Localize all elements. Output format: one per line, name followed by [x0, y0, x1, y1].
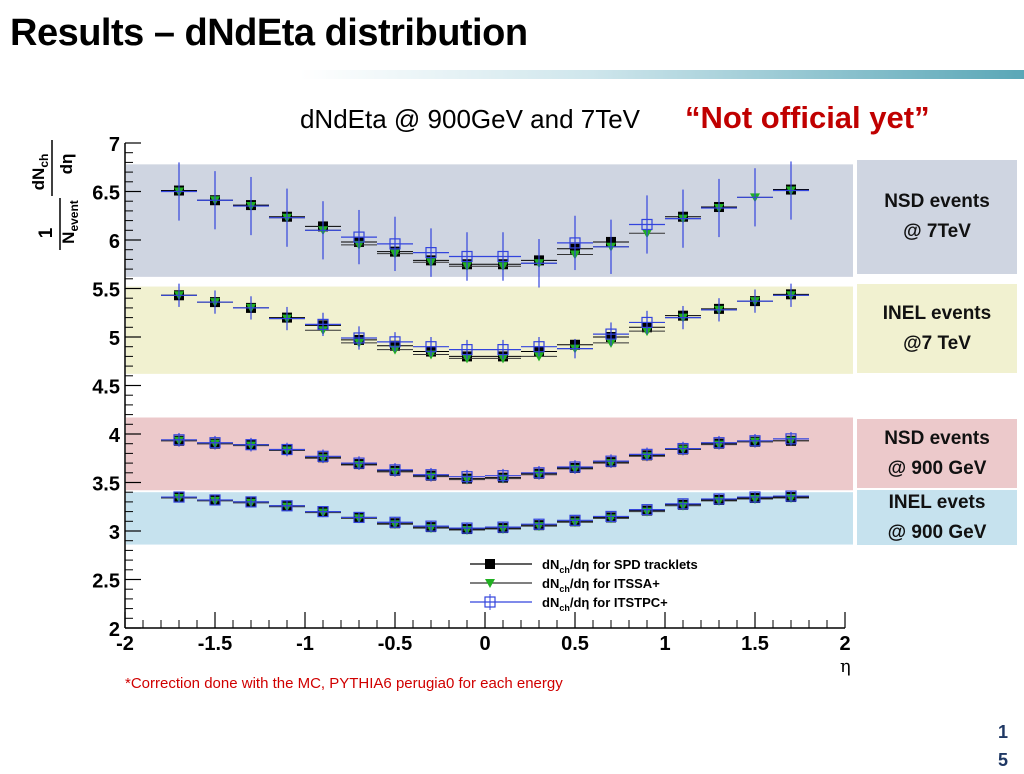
legend-item: dNch/dη for ITSTPC+ — [470, 594, 668, 613]
band-label-text: INEL events @7 TeV — [882, 302, 992, 354]
band-label-text: NSD events @ 7TeV — [884, 191, 990, 242]
legend-item: dNch/dη for SPD tracklets — [470, 557, 698, 575]
y-tick-label: 6.5 — [92, 183, 120, 205]
svg-text:dNch: dNch — [29, 154, 51, 191]
x-tick-label: 1 — [659, 633, 670, 655]
x-tick-label: 2 — [839, 633, 850, 655]
svg-text:Nevent: Nevent — [59, 200, 81, 244]
svg-text:1: 1 — [36, 227, 57, 238]
series-inel-7tev-itstpc- — [161, 283, 809, 360]
footnote: *Correction done with the MC, PYTHIA6 pe… — [125, 675, 563, 692]
y-tick-label: 4 — [109, 425, 121, 447]
legend-label: dNch/dη for SPD tracklets — [542, 557, 698, 575]
band-label-text: NSD events @ 900 GeV — [884, 427, 990, 479]
data-point — [534, 352, 544, 362]
band-label-text: INEL evets @ 900 GeV — [887, 491, 987, 543]
band-label-inel-7tev: INEL events @7 TeV — [857, 284, 1017, 373]
x-tick-label: 0 — [479, 633, 490, 655]
y-tick-label: 5 — [109, 328, 120, 350]
page-number: 15 — [997, 722, 1008, 770]
series-inel-900gev-itstpc- — [161, 490, 809, 534]
legend-marker — [485, 559, 495, 569]
points-layer — [161, 161, 809, 536]
title-accent-bar — [300, 70, 1024, 79]
legend-label: dNch/dη for ITSTPC+ — [542, 595, 668, 613]
y-tick-label: 2 — [109, 619, 120, 641]
legend-marker — [485, 579, 495, 588]
y-tick-label: 4.5 — [92, 377, 120, 399]
band-label-inel-900gev: INEL evets @ 900 GeV — [857, 490, 1017, 545]
x-tick-label: -1.5 — [198, 633, 232, 655]
band-inel-7tev — [126, 286, 853, 374]
y-tick-label: 3 — [109, 522, 120, 544]
not-official-stamp: “Not official yet” — [685, 100, 930, 135]
y-axis-label: 1 Nevent dNch dη — [29, 140, 81, 250]
x-tick-label: -0.5 — [378, 633, 412, 655]
x-tick-label: 0.5 — [561, 633, 589, 655]
axis-layer: 2 2.5 3 3.5 4 4.5 5 5.5 6 6.5 7 -2 -1.5 -1 -0.5 0 0.5 1 1.… — [92, 134, 850, 655]
band-label-nsd-7tev: NSD events @ 7TeV — [857, 160, 1017, 274]
y-tick-label: 7 — [109, 134, 120, 156]
y-tick-label: 5.5 — [92, 280, 120, 302]
y-tick-label: 6 — [109, 231, 120, 253]
band-nsd-900gev — [126, 417, 853, 491]
chart-title: dNdEta @ 900GeV and 7TeV — [300, 104, 641, 134]
band-nsd-7tev — [126, 164, 853, 277]
band-layer — [126, 164, 853, 545]
y-tick-label: 3.5 — [92, 474, 120, 496]
series-nsd-7tev-itstpc- — [161, 161, 809, 288]
band-label-nsd-900gev: NSD events @ 900 GeV — [857, 419, 1017, 488]
slide-title: Results – dNdEta distribution — [10, 12, 528, 54]
series-nsd-900gev-itstpc- — [161, 432, 809, 484]
legend-item: dNch/dη for ITSSA+ — [470, 576, 660, 594]
x-tick-label: -1 — [296, 633, 314, 655]
legend-label: dNch/dη for ITSSA+ — [542, 576, 660, 594]
y-tick-label: 2.5 — [92, 571, 120, 593]
x-tick-label: 1.5 — [741, 633, 769, 655]
svg-text:dη: dη — [57, 154, 76, 175]
x-tick-label: -2 — [116, 633, 134, 655]
band-inel-900gev — [126, 492, 853, 545]
x-axis-label: η — [840, 656, 851, 677]
